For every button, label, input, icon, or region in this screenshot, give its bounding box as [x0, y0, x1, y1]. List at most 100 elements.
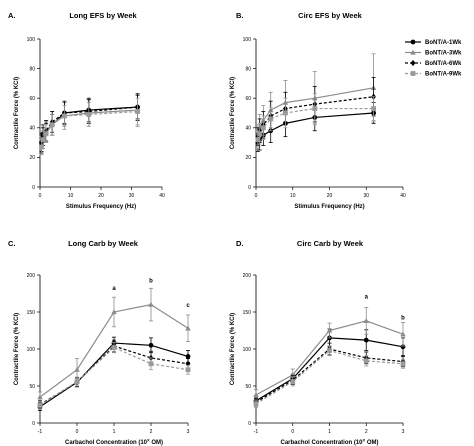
x-tick-label: 0 [291, 429, 294, 435]
significance-label: b [401, 315, 405, 321]
data-point [327, 348, 332, 353]
data-point [40, 137, 46, 143]
series-bont-a-9wk [39, 97, 140, 155]
y-tick-label: 100 [27, 37, 36, 43]
data-point [268, 116, 274, 122]
y-tick-label: 0 [32, 421, 35, 427]
significance-label: b [149, 278, 153, 284]
legend-marker [410, 71, 416, 76]
x-axis-label-part: Carbachol Concentration (10 [280, 440, 363, 446]
x-tick-label: 1 [328, 429, 331, 435]
series-bont-a-1wk [253, 328, 406, 405]
x-tick-label: 10 [290, 193, 296, 199]
x-tick-label: 20 [327, 193, 333, 199]
data-point [49, 122, 55, 128]
x-axis-label-exponent: X [363, 438, 366, 443]
y-axis-label: Contractile Force (% KCl) [230, 77, 236, 149]
legend-label: BoNT/A-1Wk [425, 40, 462, 46]
y-axis-label: Contractile Force (% KCl) [14, 313, 20, 385]
x-tick-label: 2 [150, 429, 153, 435]
data-point [135, 109, 140, 114]
y-tick-label: 0 [248, 421, 251, 427]
x-tick-label: 40 [159, 193, 165, 199]
legend-item: BoNT/A-6Wk [405, 59, 462, 67]
data-point [312, 106, 318, 111]
legend-label: BoNT/A-3Wk [425, 51, 462, 57]
y-axis-label: Contractile Force (% KCl) [230, 313, 236, 385]
panel-letter: D. [236, 239, 244, 248]
y-tick-label: 150 [27, 310, 36, 316]
data-point [283, 110, 288, 116]
series-bont-a-6wk [255, 77, 376, 146]
x-tick-label: 3 [187, 429, 190, 435]
panel-letter: C. [8, 239, 16, 248]
legend-marker [410, 49, 416, 55]
legend-marker [410, 59, 416, 67]
data-point [400, 361, 406, 367]
y-tick-label: 20 [29, 155, 35, 161]
data-point [363, 318, 370, 324]
y-tick-label: 40 [29, 126, 35, 132]
data-point [185, 354, 191, 359]
data-point [62, 113, 67, 119]
x-tick-label: 1 [113, 429, 116, 435]
y-tick-label: 0 [32, 185, 35, 191]
data-point [253, 392, 259, 398]
chart-panel-b: B. Circ EFS by Week 0 20 40 60 80 100 0 10 20 30 40 C… [230, 11, 406, 210]
series-bont-a-9wk [253, 344, 406, 408]
data-point [257, 131, 263, 137]
x-tick-label: -1 [254, 429, 259, 435]
data-point [111, 345, 117, 350]
series-line [39, 346, 189, 406]
data-point [74, 379, 80, 384]
data-point [86, 112, 92, 117]
data-point [185, 367, 191, 373]
x-axis-label-part: Carbachol Concentration (10 [65, 440, 148, 446]
x-axis-label: Carbachol Concentration (10X OM) [65, 438, 163, 446]
y-tick-label: 100 [27, 347, 36, 353]
legend: BoNT/A-1Wk BoNT/A-3Wk BoNT/A-6Wk BoNT/A-9Wk [405, 39, 462, 78]
chart-title: Long EFS by Week [69, 11, 137, 20]
data-point [148, 342, 154, 348]
y-tick-label: 50 [29, 384, 35, 390]
data-point [400, 344, 406, 350]
panel-letter: B. [236, 11, 244, 20]
data-point [326, 327, 333, 333]
x-tick-label: 10 [68, 193, 74, 199]
y-tick-label: 20 [245, 155, 251, 161]
x-axis-label: Carbachol Concentration (10X OM) [280, 438, 378, 446]
series-line [255, 348, 404, 403]
data-point [363, 337, 369, 343]
data-point [43, 131, 49, 137]
x-tick-label: 3 [402, 429, 405, 435]
data-point [260, 125, 266, 131]
x-tick-label: 0 [39, 193, 42, 199]
x-tick-label: 0 [255, 193, 258, 199]
y-tick-label: 0 [248, 185, 251, 191]
y-tick-label: 80 [29, 66, 35, 72]
y-axis-label: Contractile Force (% KCl) [14, 77, 20, 149]
chart-title: Long Carb by Week [68, 239, 139, 248]
x-axis-label: Stimulus Frequency (Hz) [66, 204, 136, 210]
data-point [363, 358, 369, 364]
y-tick-label: 80 [245, 66, 251, 72]
y-tick-label: 60 [29, 96, 35, 102]
series-line [39, 345, 189, 406]
legend-item: BoNT/A-9Wk [405, 71, 462, 78]
series-line [257, 107, 374, 140]
data-point [400, 331, 406, 337]
x-tick-label: 30 [129, 193, 135, 199]
legend-marker [410, 39, 416, 45]
data-point [148, 301, 154, 307]
data-point [185, 325, 191, 331]
x-tick-label: 0 [76, 429, 79, 435]
y-tick-label: 100 [243, 347, 252, 353]
x-tick-label: 40 [400, 193, 406, 199]
y-tick-label: 150 [243, 310, 252, 316]
series-bont-a-3wk [37, 287, 191, 403]
series-bont-a-3wk [253, 307, 406, 401]
panel-letter: A. [8, 11, 16, 20]
data-point [253, 401, 259, 407]
y-tick-label: 40 [245, 126, 251, 132]
